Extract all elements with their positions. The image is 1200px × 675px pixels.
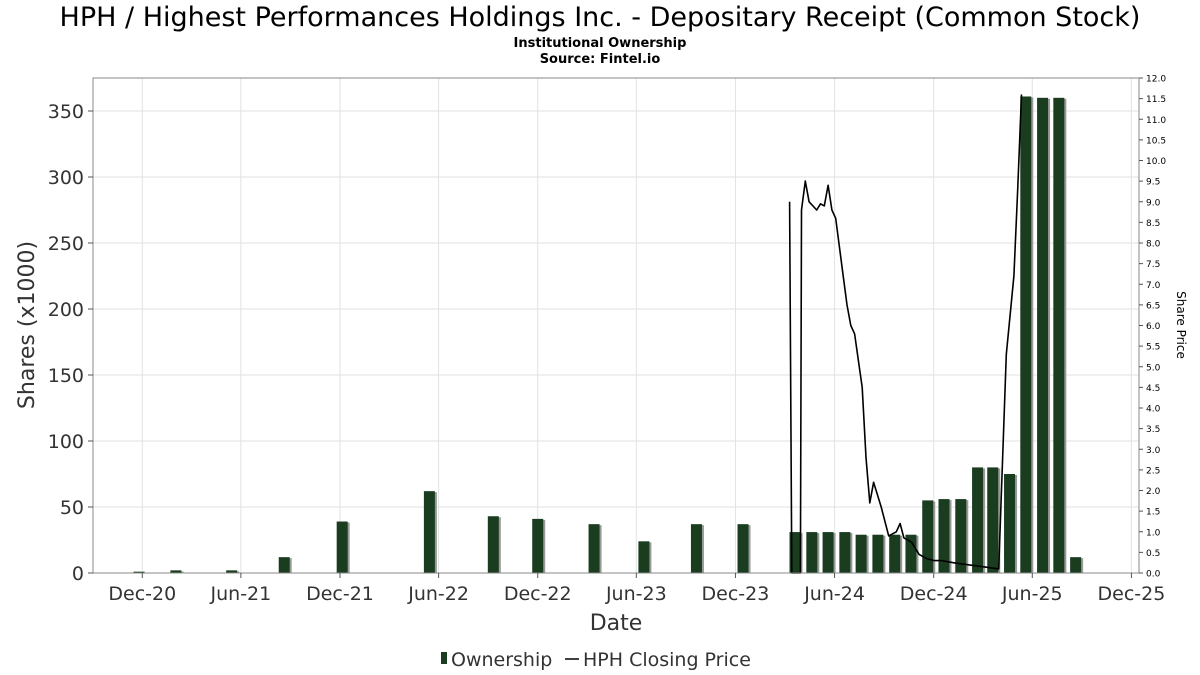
y-tick-label: 350 xyxy=(48,101,84,123)
y2-tick-label: 2.5 xyxy=(1146,466,1160,476)
ownership-bar xyxy=(588,524,600,573)
x-tick-label: Dec-21 xyxy=(306,583,374,605)
y2-tick-label: 5.0 xyxy=(1146,363,1161,373)
ownership-bar xyxy=(1037,97,1049,574)
ownership-bar xyxy=(423,491,435,573)
ownership-bar xyxy=(905,534,917,573)
y2-tick-label: 6.0 xyxy=(1146,322,1161,332)
x-tick-label: Jun-22 xyxy=(407,583,469,605)
y2-tick-label: 11.5 xyxy=(1146,95,1166,105)
x-tick-label: Dec-22 xyxy=(504,583,572,605)
ownership-bar xyxy=(278,557,290,573)
chart-source: Source: Fintel.io xyxy=(539,52,661,67)
x-tick-label: Jun-24 xyxy=(803,583,865,605)
y2-tick-label: 0.5 xyxy=(1146,549,1160,559)
y-axis-label: Shares (x1000) xyxy=(15,241,40,409)
line-layer xyxy=(788,94,1023,574)
ownership-bar xyxy=(690,524,702,573)
y2-tick-label: 4.5 xyxy=(1146,384,1160,394)
legend: Ownership HPH Closing Price xyxy=(441,649,751,671)
y2-tick-label: 5.5 xyxy=(1146,343,1160,353)
y-tick-label: 0 xyxy=(72,563,84,585)
y2-tick-label: 8.5 xyxy=(1146,219,1160,229)
legend-ownership-label: Ownership xyxy=(451,649,552,671)
ownership-bar xyxy=(987,467,999,573)
x-tick-label: Dec-25 xyxy=(1098,583,1166,605)
y-tick-label: 100 xyxy=(48,431,84,453)
ownership-bar xyxy=(532,518,544,573)
chart-title: HPH / Highest Performances Holdings Inc.… xyxy=(59,2,1141,33)
y2-tick-label: 10.5 xyxy=(1146,136,1166,146)
ownership-bar xyxy=(170,570,182,573)
ownership-bar xyxy=(226,570,238,573)
y2-tick-label: 4.0 xyxy=(1146,405,1161,415)
y2-tick-label: 11.0 xyxy=(1146,116,1166,126)
y2-tick-label: 10.0 xyxy=(1146,157,1166,167)
y-tick-label: 300 xyxy=(48,167,84,189)
ownership-bar xyxy=(638,541,650,573)
ownership-bar xyxy=(133,571,145,573)
y2-tick-label: 3.5 xyxy=(1146,425,1160,435)
y2-tick-label: 9.5 xyxy=(1146,178,1160,188)
y2-tick-label: 6.5 xyxy=(1146,301,1160,311)
x-tick-label: Jun-21 xyxy=(210,583,272,605)
x-axis-label: Date xyxy=(590,611,643,636)
legend-price-label: HPH Closing Price xyxy=(583,649,751,671)
x-tick-label: Dec-24 xyxy=(900,583,968,605)
ownership-bar xyxy=(789,532,801,573)
ownership-bar xyxy=(922,500,934,573)
ownership-bar xyxy=(1004,474,1016,573)
y-tick-label: 150 xyxy=(48,365,84,387)
y2-tick-label: 9.0 xyxy=(1146,198,1161,208)
y-tick-label: 250 xyxy=(48,233,84,255)
ownership-bar xyxy=(806,532,818,573)
y-tick-label: 50 xyxy=(60,497,84,519)
bar-layer xyxy=(133,96,1084,574)
y2-tick-label: 1.5 xyxy=(1146,508,1160,518)
ownership-bar xyxy=(955,499,967,573)
ownership-bar xyxy=(487,516,499,573)
ownership-bar xyxy=(737,524,749,573)
y2-axis-label: Share Price xyxy=(1174,291,1188,359)
y2-tick-label: 7.0 xyxy=(1146,281,1161,291)
ownership-bar xyxy=(336,521,348,573)
y2-tick-label: 7.5 xyxy=(1146,260,1160,270)
x-tick-label: Dec-20 xyxy=(108,583,176,605)
ownership-bar xyxy=(972,467,984,573)
y2-tick-label: 8.0 xyxy=(1146,240,1161,250)
y2-tick-label: 12.0 xyxy=(1146,75,1166,85)
y2-tick-label: 2.0 xyxy=(1146,487,1161,497)
y2-tick-label: 0.0 xyxy=(1146,570,1161,580)
y-tick-label: 200 xyxy=(48,299,84,321)
ownership-bar xyxy=(1053,97,1065,574)
ownership-bar xyxy=(938,499,950,573)
y2-tick-label: 3.0 xyxy=(1146,446,1161,456)
chart-subtitle: Institutional Ownership xyxy=(513,36,687,51)
x-tick-label: Dec-23 xyxy=(702,583,770,605)
ownership-bar xyxy=(1070,557,1082,573)
x-tick-label: Jun-25 xyxy=(1001,583,1063,605)
ownership-bar xyxy=(822,532,834,573)
x-tick-label: Jun-23 xyxy=(605,583,667,605)
ownership-bar xyxy=(889,534,901,573)
ownership-bar xyxy=(872,534,884,573)
ownership-bar xyxy=(855,534,867,573)
y2-tick-label: 1.0 xyxy=(1146,528,1161,538)
axis-layer: Dec-20 Jun-21 Dec-21 Jun-22 Dec-22 Jun-23 Dec-… xyxy=(48,75,1167,606)
legend-ownership-swatch xyxy=(441,652,447,664)
price-line xyxy=(788,94,1023,574)
ownership-bar xyxy=(839,532,851,573)
ownership-bar xyxy=(1020,96,1032,573)
